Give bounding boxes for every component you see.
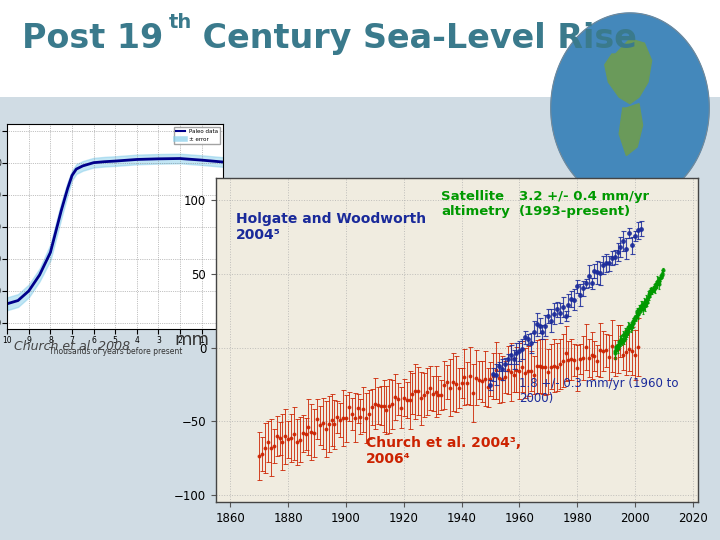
Text: Church et al. 2004³,
2006⁴: Church et al. 2004³, 2006⁴ — [366, 436, 521, 466]
Text: Post 19: Post 19 — [22, 22, 163, 55]
Text: th: th — [169, 14, 192, 32]
Y-axis label: mm: mm — [174, 331, 210, 349]
Text: Holgate and Woodworth
2004⁵: Holgate and Woodworth 2004⁵ — [236, 212, 426, 242]
Legend: Paleo data, ± error: Paleo data, ± error — [174, 127, 220, 144]
Text: Satellite
altimetry: Satellite altimetry — [441, 190, 510, 218]
Text: Church et al. 2008: Church et al. 2008 — [14, 340, 130, 353]
Polygon shape — [619, 104, 643, 156]
Polygon shape — [551, 13, 709, 203]
Polygon shape — [605, 39, 652, 104]
Text: 3.2 +/- 0.4 mm/yr
(1993-present): 3.2 +/- 0.4 mm/yr (1993-present) — [519, 190, 649, 218]
X-axis label: Thousands of years before present: Thousands of years before present — [48, 347, 182, 356]
Text: Century Sea-Level Rise: Century Sea-Level Rise — [191, 22, 636, 55]
Text: 1.8 +/- 0.3 mm/yr (1960 to
2000): 1.8 +/- 0.3 mm/yr (1960 to 2000) — [519, 377, 679, 405]
